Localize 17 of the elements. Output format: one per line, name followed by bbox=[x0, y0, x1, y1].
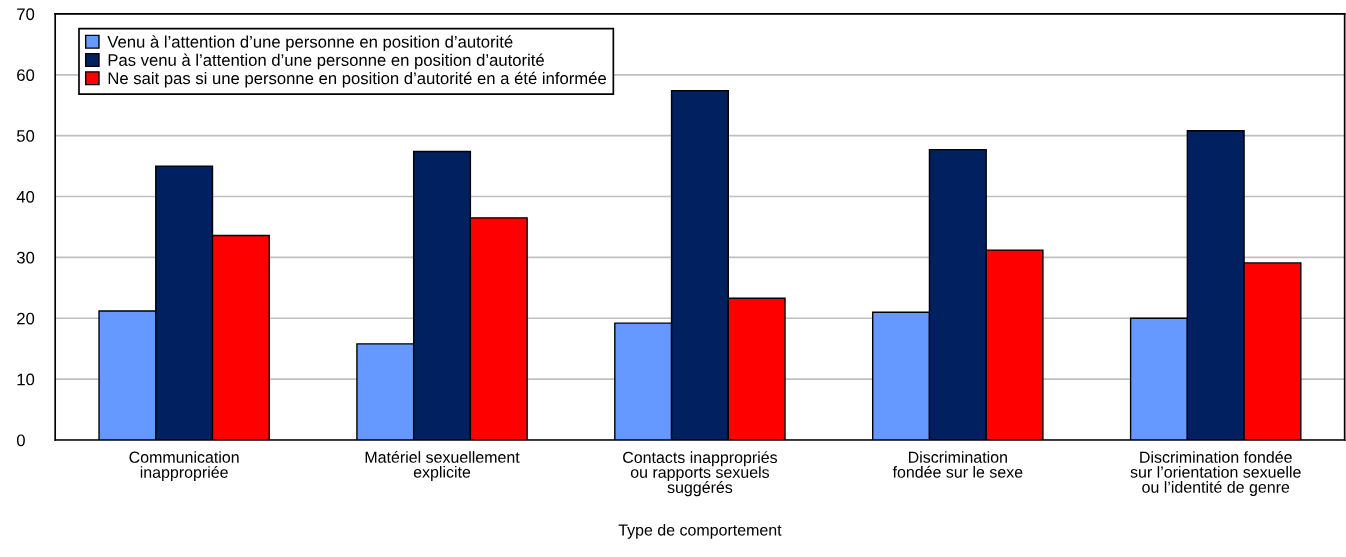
x-tick-label: Matériel sexuellement explicite bbox=[365, 450, 520, 481]
x-tick-label: Communication inappropriée bbox=[129, 451, 239, 482]
y-tick-label: 70 bbox=[17, 8, 35, 21]
x-axis-title: Type de comportement bbox=[618, 523, 782, 539]
legend-label: Venu à l’attention d’une personne en position d’autorité bbox=[107, 35, 513, 52]
y-tick-label: 10 bbox=[17, 373, 35, 386]
legend-label: Pas venu à l’attention d’une personne en position d’autorité bbox=[108, 53, 544, 70]
y-tick-label: 50 bbox=[16, 130, 35, 142]
y-tick-label: 60 bbox=[17, 69, 35, 81]
y-tick-label: 30 bbox=[16, 251, 35, 264]
y-tick-label: 20 bbox=[17, 312, 35, 325]
x-tick-label: Discrimination fondée sur l’orientation sexuelle ou l’identité de genre bbox=[1130, 450, 1301, 496]
x-tick-label: Contacts inappropriés ou rapports sexuels suggérés bbox=[623, 451, 778, 497]
y-tick-label: 40 bbox=[16, 190, 35, 203]
y-tick-label: 0 bbox=[16, 434, 25, 447]
legend-label: Ne sait pas si une personne en position d’autorité en a été informée bbox=[108, 71, 606, 88]
x-tick-label: Discrimination fondée sur le sexe bbox=[892, 451, 1023, 478]
